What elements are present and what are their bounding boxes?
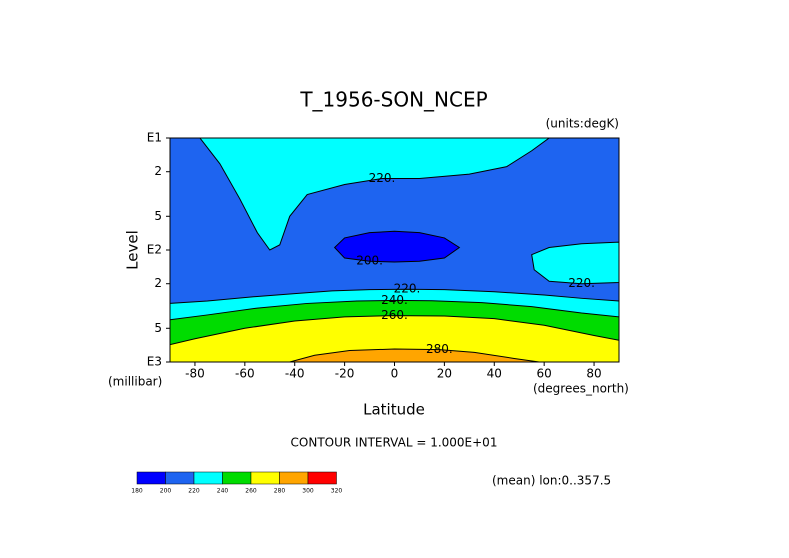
contour-region xyxy=(170,315,619,362)
y-unit: (millibar) xyxy=(108,375,162,389)
units: (units:degK) xyxy=(546,117,619,131)
x-axis-label: Latitude xyxy=(363,401,425,419)
colorbar-label: 260 xyxy=(245,488,257,495)
contour-region xyxy=(333,230,461,263)
y-tick-label: 2 xyxy=(154,164,162,178)
contour-label: 220. xyxy=(394,282,421,296)
x-tick-label: 0 xyxy=(391,367,399,381)
contour-label: 200. xyxy=(356,254,383,268)
y-tick-label: E1 xyxy=(147,131,162,145)
colorbar-label: 240 xyxy=(217,488,229,495)
colorbar-swatch xyxy=(279,471,309,485)
contour-label: 280. xyxy=(426,342,453,356)
y-tick-label: E2 xyxy=(147,243,162,257)
x-unit: (degrees_north) xyxy=(533,382,629,396)
y-tick-label: E3 xyxy=(147,355,162,369)
x-tick-label: 80 xyxy=(586,367,601,381)
x-tick-label: 40 xyxy=(487,367,502,381)
contour-label: 260. xyxy=(381,308,408,322)
colorbar-label: 280 xyxy=(274,488,286,495)
contour-region xyxy=(289,348,540,362)
y-tick-label: 2 xyxy=(154,276,162,290)
contour-label: 220. xyxy=(568,276,595,290)
x-tick-label: 60 xyxy=(537,367,552,381)
colorbar-swatch xyxy=(307,471,337,485)
colorbar-swatch xyxy=(222,471,252,485)
y-tick-label: 5 xyxy=(154,209,162,223)
x-tick-label: -20 xyxy=(335,367,355,381)
x-tick-label: -60 xyxy=(235,367,255,381)
colorbar-label: 220 xyxy=(188,488,200,495)
colorbar-label: 200 xyxy=(160,488,172,495)
contour-interval: CONTOUR INTERVAL = 1.000E+01 xyxy=(291,436,498,450)
x-tick-label: 20 xyxy=(437,367,452,381)
chart-title: T_1956-SON_NCEP xyxy=(299,88,487,112)
colorbar-label: 300 xyxy=(302,488,314,495)
colorbar-swatch xyxy=(136,471,166,485)
colorbar-swatch xyxy=(250,471,280,485)
contour-region xyxy=(199,138,551,251)
y-tick-label: 5 xyxy=(154,321,162,335)
x-tick-label: -40 xyxy=(285,367,305,381)
footer-note: (mean) lon:0..357.5 xyxy=(492,474,611,488)
colorbar-label: 320 xyxy=(331,488,343,495)
plot-area: 220.220.220.240.260.280.200. xyxy=(170,138,619,362)
y-axis-label: Level xyxy=(124,230,142,270)
colorbar-label: 180 xyxy=(131,488,143,495)
colorbar-swatch xyxy=(165,471,195,485)
colorbar-swatch xyxy=(193,471,223,485)
contour-label: 240. xyxy=(381,293,408,307)
contour-region xyxy=(531,241,619,285)
contour-label: 220. xyxy=(369,171,396,185)
x-tick-label: -80 xyxy=(185,367,205,381)
